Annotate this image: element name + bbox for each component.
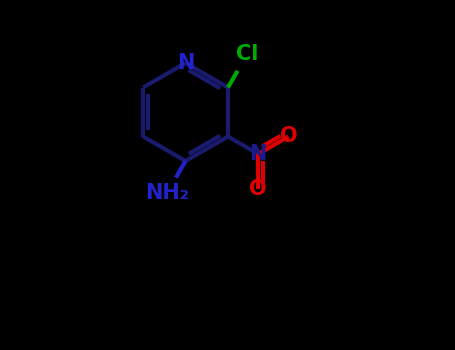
Text: O: O: [280, 126, 298, 147]
Text: N: N: [249, 144, 267, 164]
Text: O: O: [249, 179, 267, 199]
Text: Cl: Cl: [236, 44, 258, 64]
Text: NH₂: NH₂: [145, 183, 189, 203]
Text: N: N: [177, 53, 194, 73]
